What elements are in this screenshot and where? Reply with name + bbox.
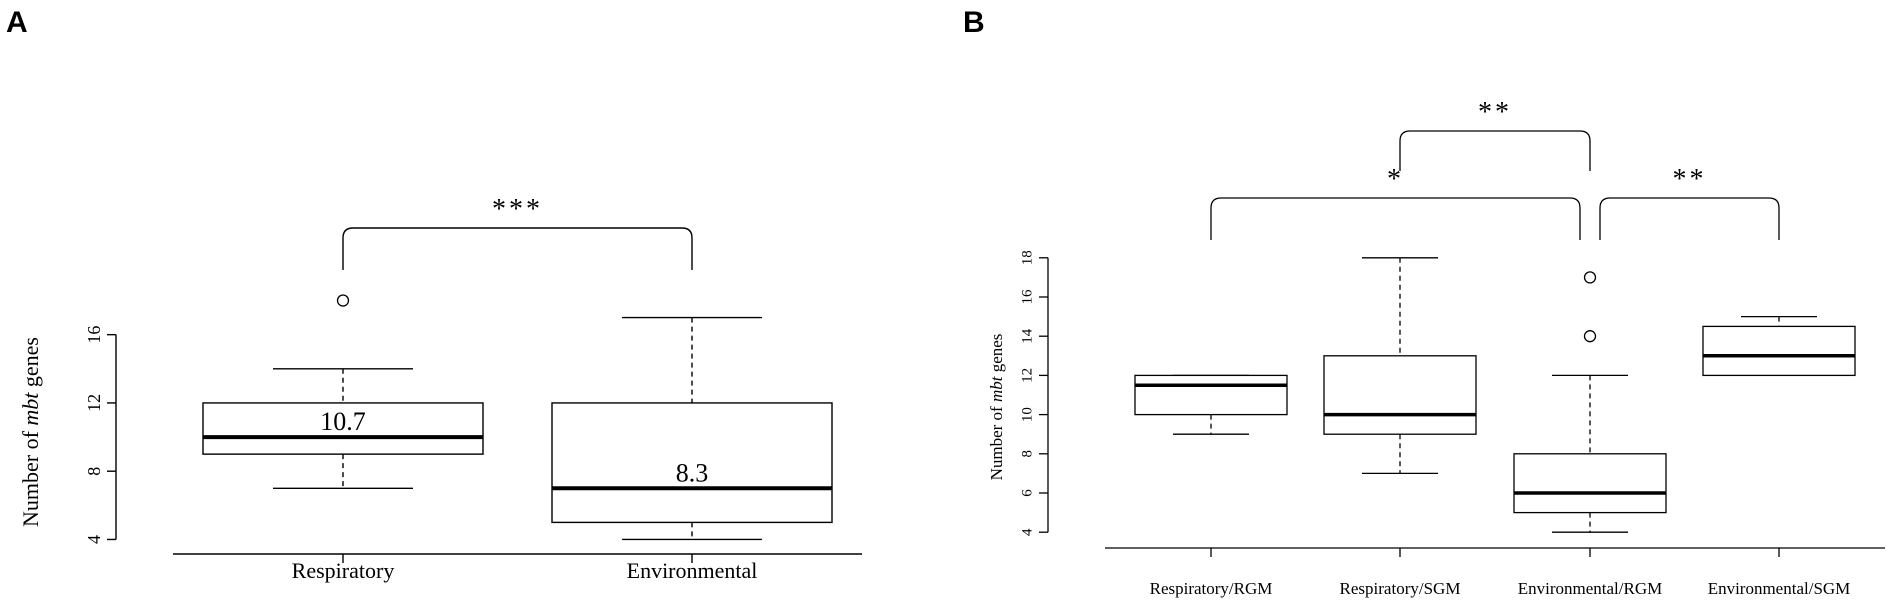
panel-a-label: A — [6, 6, 28, 39]
box-0 — [1134, 374, 1288, 435]
y-tick-label: 6 — [1019, 489, 1035, 497]
outlier-point — [336, 294, 350, 307]
x-tick-label: Environmental — [627, 558, 758, 583]
x-tick-label: Respiratory/RGM — [1150, 579, 1273, 598]
x-tick-label: Respiratory — [292, 558, 395, 583]
significance-stars: ** — [1673, 164, 1707, 195]
box-1: 8.3 — [551, 316, 833, 541]
box-iqr — [1513, 453, 1667, 514]
y-tick-label: 8 — [1019, 450, 1035, 458]
box-0: 10.7 — [202, 294, 484, 489]
x-tick-label: Environmental/SGM — [1708, 579, 1851, 598]
box-iqr — [1702, 325, 1856, 377]
panel-b-labels: 4 6 8 10 12 14 16 18 Respiratory/RGM Respiratory/… — [987, 250, 1850, 598]
significance-stars: ** — [1478, 97, 1512, 128]
significance-bracket — [342, 227, 693, 270]
mean-label: 8.3 — [676, 458, 709, 487]
x-tick-label: Environmental/RGM — [1518, 579, 1662, 598]
box-iqr — [551, 402, 833, 524]
significance-stars: * — [1387, 164, 1404, 195]
box-iqr — [202, 402, 484, 455]
significance-stars: *** — [492, 194, 543, 225]
panel-a-boxes: 10.7 8.3 — [202, 294, 833, 541]
significance-bracket — [1210, 197, 1581, 240]
panel-b-axes — [1039, 257, 1885, 557]
x-tick-label: Respiratory/SGM — [1340, 579, 1461, 598]
y-tick-label: 14 — [1019, 328, 1035, 344]
panel-a-labels: 4 8 12 16 Respiratory Environmental Number of … — [18, 326, 757, 583]
y-tick-label: 12 — [84, 394, 104, 412]
box-1 — [1323, 257, 1477, 475]
panel-b-label: B — [963, 6, 985, 39]
outlier-point — [1583, 271, 1597, 284]
significance-bracket — [1399, 130, 1591, 171]
panel-b-significance: *** ** — [1210, 97, 1780, 240]
significance-bracket — [1599, 197, 1780, 240]
y-tick-label: 4 — [1019, 528, 1035, 536]
panel-a-significance: *** — [342, 194, 693, 270]
box-iqr — [1323, 355, 1477, 435]
y-axis-label: Number of mbt genes — [18, 337, 43, 527]
y-tick-label: 10 — [1019, 407, 1035, 422]
y-axis-label: Number of mbt genes — [987, 334, 1006, 481]
outlier-point — [1583, 330, 1597, 343]
panel-b-boxes — [1134, 257, 1856, 533]
y-tick-label: 16 — [84, 326, 104, 344]
box-3 — [1702, 315, 1856, 377]
mean-label: 10.7 — [320, 407, 366, 436]
y-tick-label: 12 — [1019, 368, 1035, 383]
panel-a-axes — [107, 333, 862, 563]
y-tick-label: 4 — [84, 535, 104, 544]
y-tick-label: 18 — [1019, 250, 1035, 265]
y-tick-label: 8 — [84, 467, 104, 476]
panel-a-chart: 10.7 8.3 *** 4 8 12 16 Respiratory Environment… — [18, 194, 862, 583]
y-tick-label: 16 — [1019, 289, 1035, 305]
box-2 — [1513, 271, 1667, 533]
box-iqr — [1134, 374, 1288, 416]
